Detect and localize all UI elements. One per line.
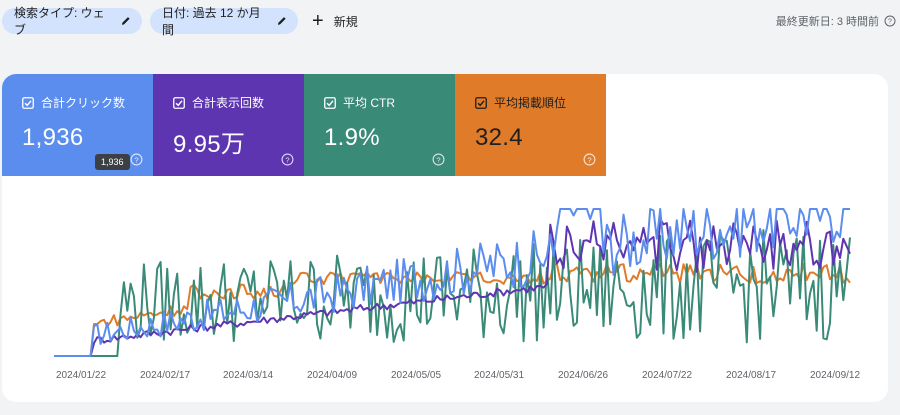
help-icon[interactable]: ? <box>432 153 445 166</box>
x-tick-label: 2024/01/22 <box>56 370 106 381</box>
new-filter-label: 新規 <box>333 14 358 29</box>
performance-panel: 2024/01/22 2024/02/17 2024/03/14 2024/04/09… <box>2 74 888 402</box>
edit-pencil-icon <box>278 17 287 25</box>
filter-chip-label: 日付: 過去 12 か月間 <box>162 6 261 37</box>
x-tick-label: 2024/09/12 <box>810 370 860 381</box>
series-line-1 <box>54 218 851 357</box>
x-tick-label: 2024/03/14 <box>223 370 273 381</box>
metric-value: 1,936 <box>22 124 84 151</box>
x-tick-label: 2024/02/17 <box>140 370 190 381</box>
x-tick-label: 2024/05/05 <box>391 370 441 381</box>
x-tick-label: 2024/04/09 <box>307 370 357 381</box>
filter-chip-label: 検索タイプ: ウェブ <box>14 6 105 37</box>
svg-text:?: ? <box>587 155 591 164</box>
value-tooltip: 1,936 <box>95 154 130 170</box>
x-tick-label: 2024/07/22 <box>642 370 692 381</box>
x-tick-label: 2024/05/31 <box>474 370 524 381</box>
svg-text:?: ? <box>436 155 440 164</box>
help-icon[interactable]: ? <box>281 153 294 166</box>
help-icon[interactable]: ? <box>583 153 596 166</box>
metric-label: 平均掲載順位 <box>494 96 567 110</box>
svg-text:?: ? <box>134 155 138 164</box>
metric-label: 合計表示回数 <box>192 96 265 110</box>
filter-chip-date[interactable]: 日付: 過去 12 か月間 <box>150 6 298 37</box>
performance-chart: 2024/01/22 2024/02/17 2024/03/14 2024/04/09… <box>54 208 860 381</box>
plus-icon: + <box>312 10 324 32</box>
checkbox-checked-icon[interactable] <box>324 96 336 109</box>
metric-value: 9.95万 <box>173 131 246 158</box>
last-updated-text: 最終更新日: 3 時間前 <box>775 16 879 28</box>
x-tick-label: 2024/06/26 <box>558 370 608 381</box>
metric-card-ctr[interactable]: 平均 CTR 1.9% ? <box>304 74 455 176</box>
filter-chip-search-type[interactable]: 検索タイプ: ウェブ <box>2 6 142 37</box>
last-updated: 最終更新日: 3 時間前 ? <box>776 13 896 29</box>
metric-value: 32.4 <box>475 124 523 151</box>
metric-card-clicks[interactable]: 合計クリック数 1,936 ? <box>2 74 153 176</box>
svg-text:?: ? <box>285 155 289 164</box>
checkbox-checked-icon[interactable] <box>475 96 487 109</box>
series-line-0 <box>54 208 850 357</box>
new-filter-button[interactable]: + 新規 <box>312 8 358 34</box>
checkbox-checked-icon[interactable] <box>173 96 185 109</box>
checkbox-checked-icon[interactable] <box>22 96 34 109</box>
help-icon[interactable]: ? <box>130 153 143 166</box>
metric-card-position[interactable]: 平均掲載順位 32.4 ? <box>455 74 606 176</box>
metric-card-impressions[interactable]: 合計表示回数 9.95万 ? <box>153 74 304 176</box>
metric-label: 平均 CTR <box>343 96 395 110</box>
filter-bar: 検索タイプ: ウェブ 日付: 過去 12 か月間 + 新規 最終更新日: 3 時… <box>0 0 900 44</box>
help-icon[interactable]: ? <box>884 15 896 27</box>
metric-label: 合計クリック数 <box>41 96 126 110</box>
svg-text:?: ? <box>888 19 892 26</box>
edit-pencil-icon <box>122 17 131 25</box>
x-tick-label: 2024/08/17 <box>726 370 776 381</box>
metric-value: 1.9% <box>324 124 380 151</box>
